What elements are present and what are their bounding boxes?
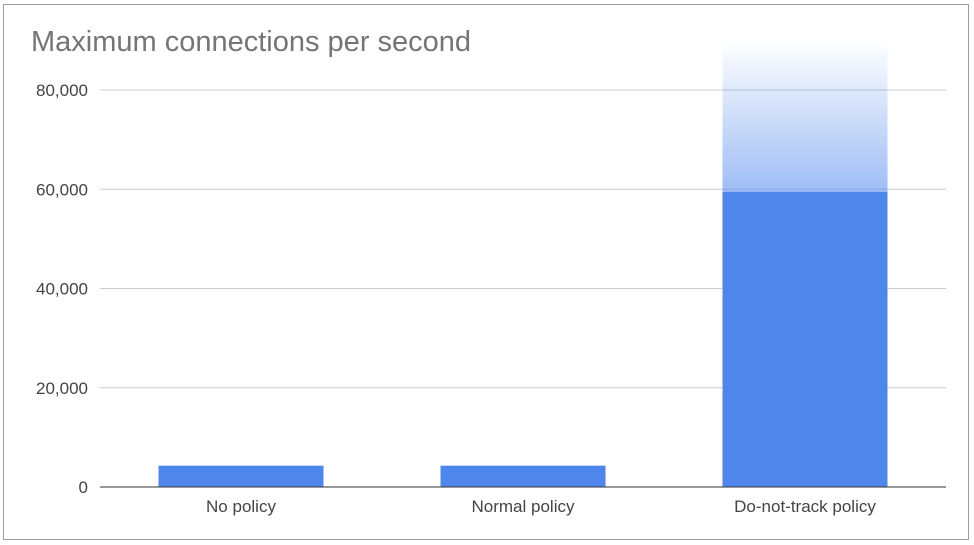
y-tick-label: 20,000 [36, 379, 88, 398]
bar [722, 191, 888, 487]
x-category-label: No policy [206, 497, 276, 516]
y-tick-label: 80,000 [36, 81, 88, 100]
bar [158, 465, 324, 487]
x-category-label: Normal policy [472, 497, 575, 516]
x-category-label: Do-not-track policy [734, 497, 876, 516]
chart-title: Maximum connections per second [31, 26, 472, 58]
bar [440, 465, 606, 487]
bars [158, 40, 888, 487]
bar-fade-extension [722, 40, 888, 192]
y-tick-label: 60,000 [36, 180, 88, 199]
y-tick-label: 40,000 [36, 280, 88, 299]
y-tick-label: 0 [79, 478, 88, 497]
axis-labels: 0 20,000 40,000 60,000 80,000 No policy Normal… [36, 81, 876, 516]
